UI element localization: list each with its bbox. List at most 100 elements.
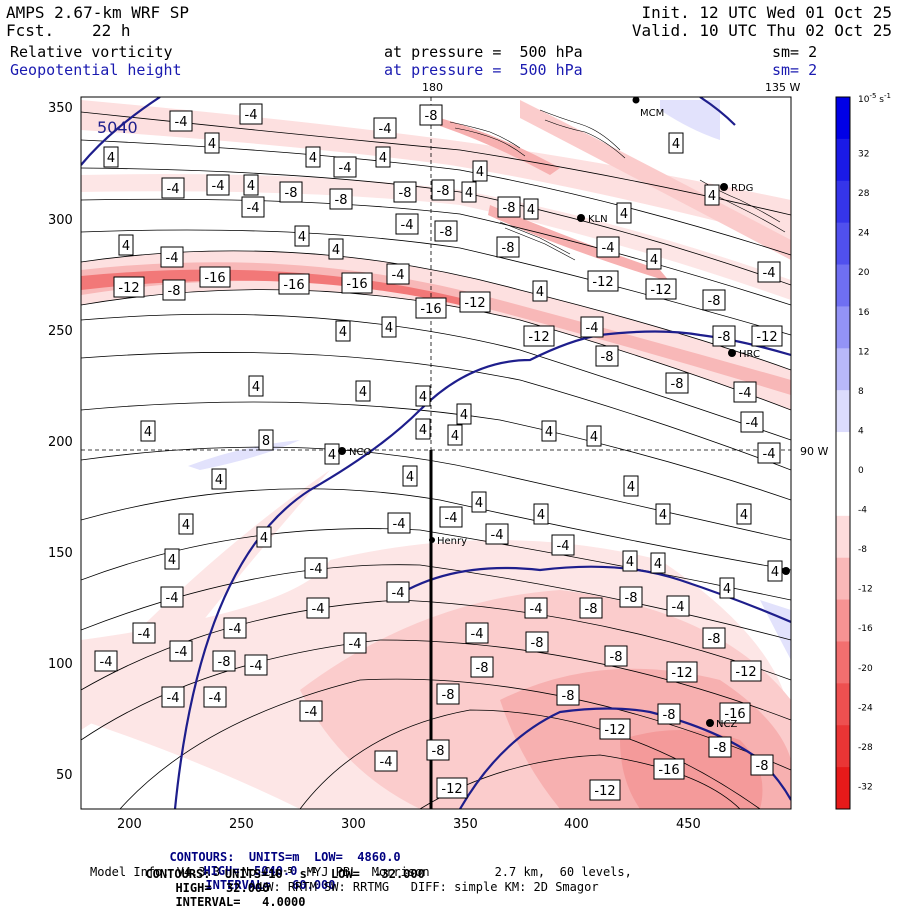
contour-label: -4	[740, 411, 764, 433]
contour-label: -8	[750, 754, 774, 776]
contour-label-text: 4	[771, 565, 779, 580]
contour-label-text: -8	[432, 744, 445, 759]
contour-label-text: 4	[620, 207, 628, 222]
contour-labels: -4 -4 -4 -8 4 4 4 -4 4 4 4 -4 -4 -8 -8 -8 -8 4 4 -4 -4 -8 -8 4 4…	[94, 103, 783, 801]
contour-label-box	[586, 425, 602, 447]
colorbar-tick-label: 16	[858, 308, 870, 318]
contour-label-text: 4	[144, 425, 152, 440]
meridian-90w-label: 90 W	[800, 445, 828, 458]
y-tick-label: 100	[48, 657, 73, 672]
pressure-level-1: at pressure = 500 hPa	[384, 43, 583, 61]
contour-label-box	[118, 234, 134, 256]
contour-label: -4	[169, 110, 193, 132]
colorbar-swatch	[836, 306, 850, 349]
contour-label-text: 4	[740, 508, 748, 523]
contour-label-box	[496, 236, 520, 258]
contour-label: -4	[343, 632, 367, 654]
contour-label-box	[239, 103, 263, 125]
contour-label: -4	[551, 534, 575, 556]
contour-label-text: -12	[118, 281, 139, 296]
contour-label-box	[299, 700, 323, 722]
footer-height-interval: INTERVAL= 60.000	[205, 878, 336, 892]
contour-label-box	[94, 650, 118, 672]
contour-label-text: -4	[312, 602, 325, 617]
contour-label: -8	[708, 736, 732, 758]
contour-label-box	[719, 577, 735, 599]
colorbar-tick-label: -12	[858, 585, 873, 595]
contour-label-text: 4	[627, 480, 635, 495]
contour-label-box	[551, 534, 575, 556]
pressure-level-2: at pressure = 500 hPa	[384, 61, 583, 79]
contour-label: -4	[304, 557, 328, 579]
contour-label-box	[497, 196, 521, 218]
contour-label-box	[619, 586, 643, 608]
contour-label-box	[160, 586, 184, 608]
contour-label-box	[436, 683, 460, 705]
contour-label-box	[525, 631, 549, 653]
contour-label: -4	[169, 640, 193, 662]
contour-label: -4	[373, 117, 397, 139]
contour-label-text: -12	[592, 275, 613, 290]
contour-label-box	[223, 617, 247, 639]
contour-label: -12	[436, 777, 468, 799]
contour-label-box	[243, 174, 259, 196]
x-axis: 200 250 300 350 400 450	[117, 817, 701, 832]
station-mcm-label: MCM	[640, 108, 664, 119]
contour-label-box	[140, 420, 156, 442]
contour-label: -12	[589, 779, 621, 801]
contour-label: -8	[426, 739, 450, 761]
contour-label-box	[646, 248, 662, 270]
contour-label-text: 4	[650, 253, 658, 268]
contour-label-text: 4	[723, 582, 731, 597]
contour-label-text: -4	[339, 161, 352, 176]
contour-label-text: 4	[260, 531, 268, 546]
contour-label-text: -8	[625, 591, 638, 606]
contour-label: 4	[355, 380, 371, 402]
contour-label-box	[324, 443, 340, 465]
contour-label-text: -8	[218, 655, 231, 670]
contour-label-box	[278, 273, 310, 295]
contour-label-text: -4	[530, 602, 543, 617]
contour-label-box	[279, 181, 303, 203]
contour-label: -8	[657, 703, 681, 725]
contour-label-text: -4	[602, 241, 615, 256]
contour-label-box	[178, 513, 194, 535]
contour-label-text: -4	[247, 201, 260, 216]
contour-label-text: -12	[735, 665, 756, 680]
contour-label-box	[653, 758, 685, 780]
contour-label-text: 4	[536, 285, 544, 300]
contour-label-box	[415, 385, 431, 407]
contour-label-text: -8	[442, 688, 455, 703]
contour-label: 4	[533, 503, 549, 525]
contour-label: -12	[730, 660, 762, 682]
forecast-hours: 22 h	[92, 21, 131, 40]
plot-frame	[80, 96, 792, 810]
colorbar-tick-label: -16	[858, 624, 873, 634]
contour-label: -4	[439, 506, 463, 528]
contour-label-text: 4	[298, 230, 306, 245]
contour-label-text: -4	[166, 251, 179, 266]
contour-label-text: 4	[309, 151, 317, 166]
colorbar-swatch	[836, 599, 850, 642]
contour-label-text: 4	[659, 508, 667, 523]
contour-label: 4	[471, 491, 487, 513]
contour-label-box	[604, 645, 628, 667]
contour-label: -4	[241, 196, 265, 218]
contour-label-text: -4	[763, 447, 776, 462]
contour-label-text: 4	[708, 189, 716, 204]
contour-label: 4	[623, 475, 639, 497]
contour-label: 4	[719, 577, 735, 599]
contour-label-text: -4	[138, 627, 151, 642]
colorbar-tick-label: -24	[858, 703, 873, 713]
contour-label: -4	[161, 686, 185, 708]
contour-label-box	[447, 424, 463, 446]
contour-label-text: 4	[339, 325, 347, 340]
contour-label-text: -4	[401, 218, 414, 233]
contour-label-text: -4	[305, 705, 318, 720]
contour-label: -16	[199, 266, 231, 288]
contour-label-text: 4	[379, 151, 387, 166]
x-tick-label: 400	[564, 817, 589, 832]
contour-label-box	[616, 202, 632, 224]
contour-label: -4	[244, 654, 268, 676]
station-ncz-marker	[706, 719, 714, 727]
